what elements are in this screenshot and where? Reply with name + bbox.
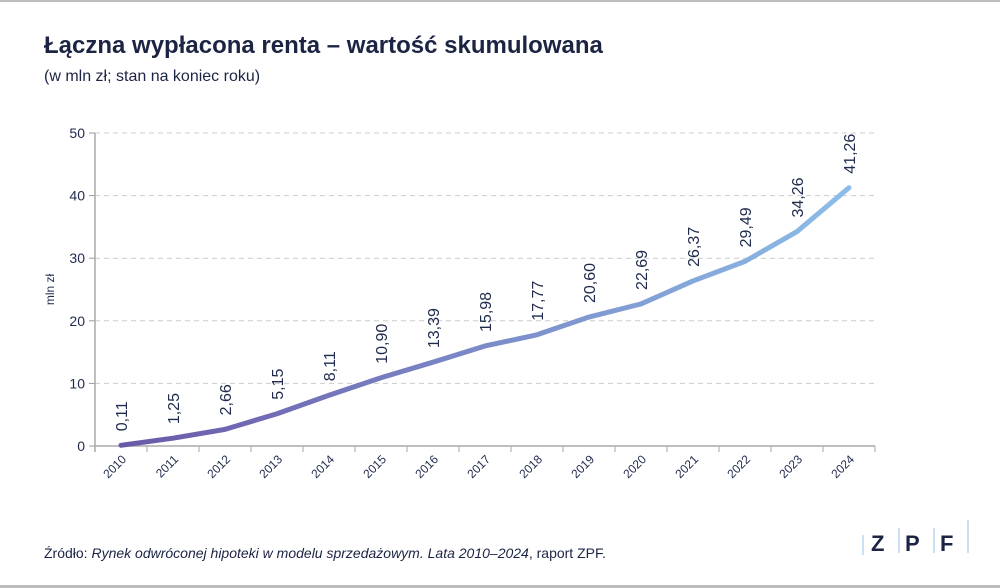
data-label: 34,26 — [790, 177, 807, 217]
data-label: 10,90 — [374, 324, 391, 364]
x-tick-label: 2015 — [360, 452, 389, 481]
y-tick-label: 50 — [69, 125, 85, 141]
y-tick-label: 10 — [69, 375, 85, 391]
data-line — [118, 185, 852, 448]
y-tick-label: 20 — [69, 313, 85, 329]
data-label: 1,25 — [166, 393, 183, 424]
data-label: 8,11 — [322, 351, 339, 381]
source-note: Źródło: Rynek odwróconej hipoteki w mode… — [44, 545, 606, 561]
y-tick-label: 40 — [69, 188, 85, 204]
data-label: 26,37 — [686, 227, 703, 267]
logo-letter: Z — [871, 531, 884, 556]
x-tick-label: 2014 — [308, 452, 337, 481]
chart-title: Łączna wypłacona renta – wartość skumulo… — [44, 32, 603, 59]
logo-letter: P — [905, 531, 920, 556]
source-prefix: Źródło: — [44, 545, 92, 561]
data-label: 41,26 — [842, 134, 859, 174]
source-suffix: , raport ZPF. — [528, 545, 606, 561]
data-label: 17,77 — [530, 281, 547, 321]
y-tick-label: 30 — [69, 250, 85, 266]
data-label: 0,11 — [114, 401, 131, 431]
x-tick-label: 2013 — [256, 452, 285, 481]
x-tick-label: 2024 — [828, 452, 857, 481]
data-label: 22,69 — [634, 250, 651, 290]
x-tick-label: 2021 — [672, 452, 701, 481]
y-tick-label: 0 — [77, 438, 85, 454]
x-tick-label: 2010 — [100, 452, 129, 481]
y-axis-label: mln zł — [43, 274, 57, 306]
data-label: 13,39 — [426, 308, 443, 348]
source-title: Rynek odwróconej hipoteki w modelu sprze… — [91, 545, 529, 561]
zpf-logo: Z P F — [862, 520, 969, 556]
data-label: 29,49 — [738, 207, 755, 247]
data-label: 2,66 — [218, 384, 235, 415]
data-label: 15,98 — [478, 292, 495, 332]
x-tick-label: 2011 — [153, 452, 181, 480]
data-label: 5,15 — [270, 369, 287, 400]
data-label: 20,60 — [582, 263, 599, 303]
x-tick-label: 2020 — [620, 452, 649, 481]
x-tick-label: 2017 — [464, 452, 493, 481]
x-tick-label: 2022 — [724, 452, 753, 481]
x-tick-label: 2019 — [568, 452, 597, 481]
chart-subtitle: (w mln zł; stan na koniec roku) — [44, 68, 261, 85]
x-tick-label: 2023 — [776, 452, 805, 481]
x-tick-label: 2012 — [204, 452, 233, 481]
x-tick-label: 2016 — [412, 452, 441, 481]
logo-letter: F — [940, 531, 953, 556]
x-tick-label: 2018 — [516, 452, 545, 481]
